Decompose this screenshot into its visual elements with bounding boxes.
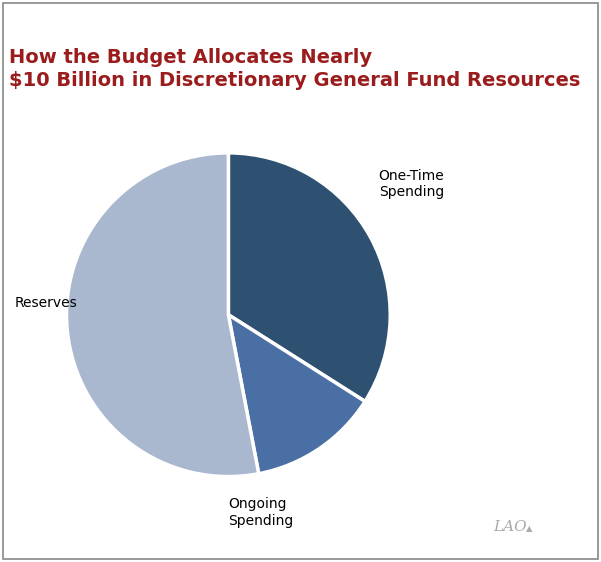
Wedge shape [228, 153, 390, 401]
Wedge shape [228, 315, 365, 474]
Wedge shape [67, 153, 258, 477]
Text: Figure 2: Figure 2 [10, 19, 81, 34]
Text: ▲: ▲ [526, 524, 532, 533]
Text: One-Time
Spending: One-Time Spending [379, 169, 444, 199]
Text: Ongoing
Spending: Ongoing Spending [228, 497, 294, 528]
Text: How the Budget Allocates Nearly
$10 Billion in Discretionary General Fund Resour: How the Budget Allocates Nearly $10 Bill… [9, 48, 581, 89]
Text: Reserves: Reserves [15, 297, 78, 310]
Text: LAO: LAO [493, 520, 526, 534]
